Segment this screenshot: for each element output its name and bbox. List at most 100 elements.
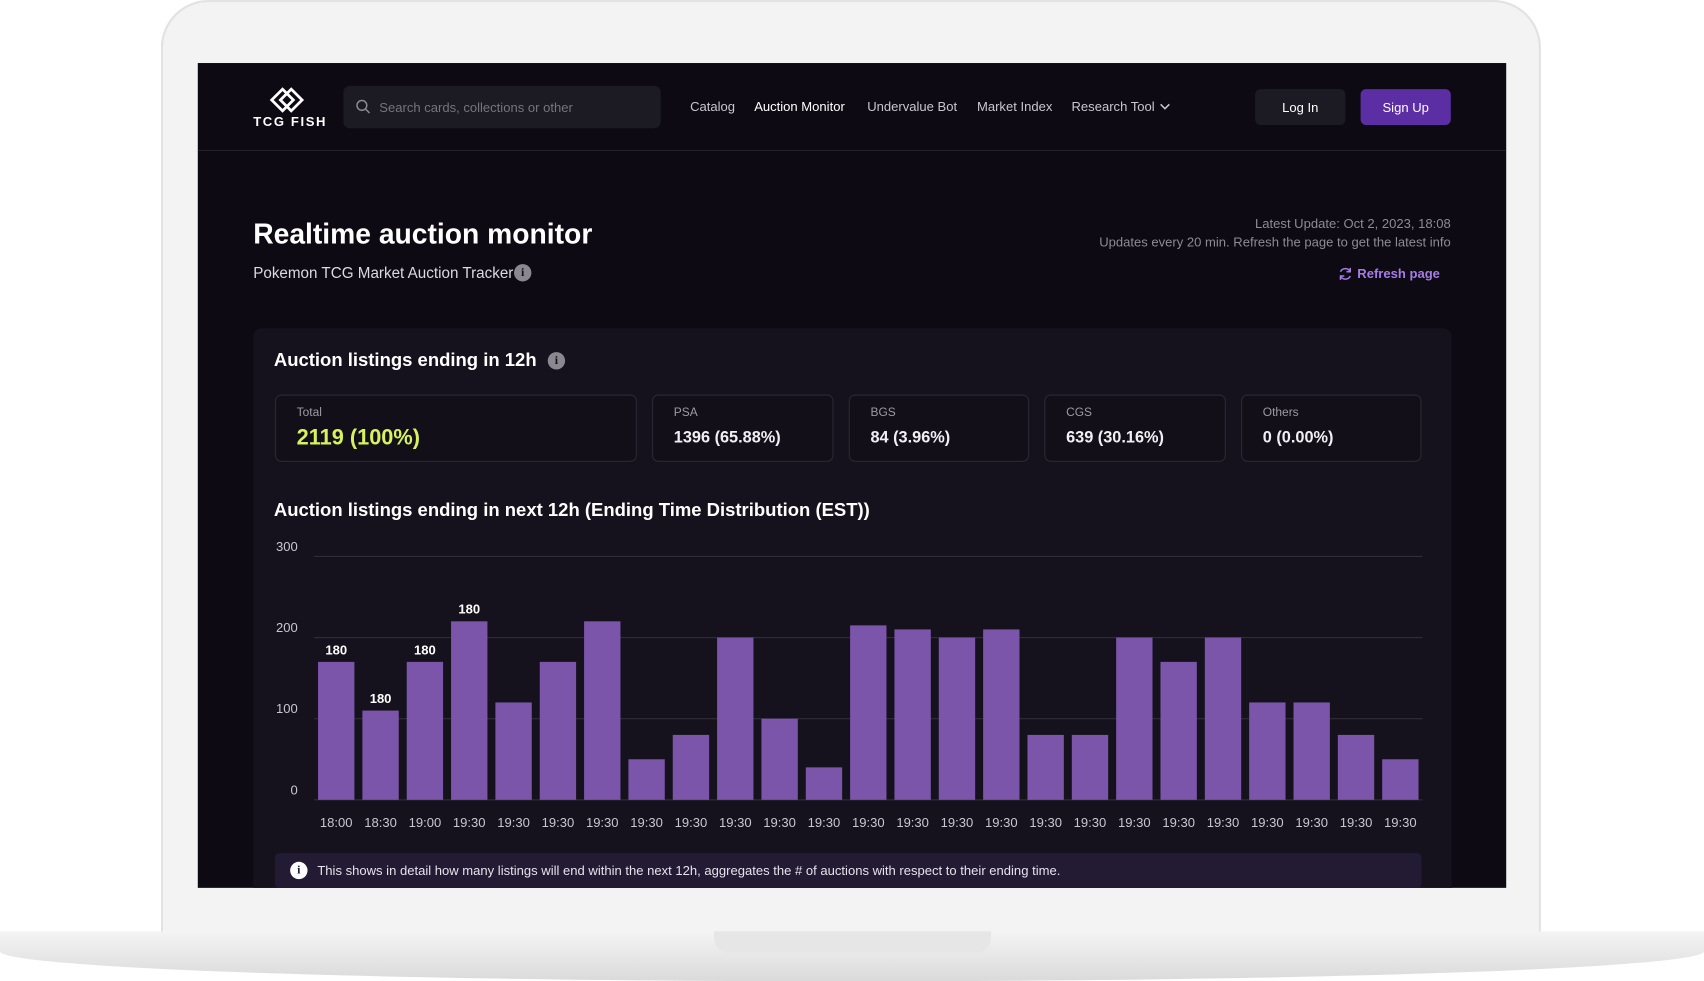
x-tick-label: 19:30 [719, 815, 752, 830]
x-tick-label: 19:30 [497, 815, 530, 830]
stat-label: BGS [870, 406, 896, 420]
nav-link[interactable]: Research Tool [1071, 98, 1155, 115]
x-tick-label: 19:30 [586, 815, 619, 830]
bar [717, 637, 754, 800]
search-box[interactable] [343, 85, 661, 129]
stat-label: CGS [1066, 406, 1092, 420]
stat-box: Others 0 (0.00%) [1241, 394, 1422, 462]
bar [362, 710, 399, 800]
bar [1249, 702, 1286, 800]
bar [761, 718, 798, 800]
update-note: Updates every 20 min. Refresh the page t… [1099, 234, 1451, 250]
x-tick-label: 19:30 [1074, 815, 1107, 830]
bar [1337, 734, 1375, 800]
bar [672, 734, 710, 800]
bar [451, 621, 488, 800]
y-tick-label: 300 [276, 539, 298, 554]
bar [495, 702, 532, 800]
bar [805, 767, 843, 800]
bar-label: 180 [370, 691, 392, 706]
x-tick-label: 19:30 [941, 815, 974, 830]
footnote-bar [274, 853, 1422, 888]
stat-label: PSA [673, 406, 698, 420]
x-tick-label: 19:30 [896, 815, 929, 830]
refresh-link[interactable]: Refresh page [1357, 266, 1440, 282]
bar-label: 180 [458, 602, 480, 617]
footnote: This shows in detail how many listings w… [317, 862, 1061, 879]
x-tick-label: 19:30 [1162, 815, 1195, 830]
x-tick-label: 19:30 [852, 815, 885, 830]
stat-value: 2119 (100%) [296, 425, 420, 450]
x-tick-label: 19:00 [409, 815, 442, 830]
stat-value: 0 (0.00%) [1262, 428, 1334, 447]
stat-label: Others [1262, 406, 1299, 420]
bar [1293, 702, 1330, 800]
card-title: Auction listings ending in 12h [273, 349, 537, 371]
nav-link[interactable]: Undervalue Bot [867, 98, 958, 115]
login-button[interactable]: Log In [1255, 89, 1346, 125]
x-tick-label: 18:30 [364, 815, 397, 830]
bar [850, 625, 887, 800]
bar [894, 629, 931, 800]
x-tick-label: 19:30 [542, 815, 575, 830]
stat-value: 1396 (65.88%) [673, 428, 781, 447]
logo-text[interactable]: TCG FISH [253, 114, 328, 130]
y-tick-label: 100 [276, 701, 298, 716]
x-tick-label: 19:30 [453, 815, 486, 830]
bar [1382, 759, 1419, 800]
nav-link[interactable]: Auction Monitor [754, 98, 845, 115]
bar [938, 637, 976, 800]
chart-title: Auction listings ending in next 12h (End… [273, 499, 870, 521]
stat-value: 639 (30.16%) [1066, 428, 1164, 447]
x-tick-label: 19:30 [675, 815, 708, 830]
info-icon[interactable]: i [547, 352, 566, 370]
info-icon: i [290, 861, 308, 880]
chevron[interactable] [1160, 102, 1171, 111]
x-tick-label: 19:30 [763, 815, 796, 830]
stat-label: Total [296, 406, 322, 420]
info-icon[interactable]: i [514, 264, 532, 282]
x-tick-label: 19:30 [1251, 815, 1284, 830]
stat-box: BGS 84 (3.96%) [848, 394, 1030, 462]
bar [318, 661, 355, 800]
nav-link[interactable]: Catalog [690, 98, 736, 115]
signup-button[interactable]: Sign Up [1360, 89, 1451, 125]
nav-divider [197, 149, 1507, 152]
x-tick-label: 18:00 [320, 815, 353, 830]
y-tick-label: 200 [276, 620, 298, 635]
search-placeholder[interactable]: Search cards, collections or other [379, 99, 573, 116]
x-tick-label: 19:30 [1029, 815, 1062, 830]
bar [1160, 661, 1197, 800]
screen: TCG FISH Search cards, collections or ot… [197, 63, 1507, 888]
bar [1027, 734, 1064, 800]
bar [584, 621, 621, 800]
bar-label: 180 [325, 642, 347, 657]
x-tick-label: 19:30 [985, 815, 1018, 830]
stat-box: PSA 1396 (65.88%) [652, 394, 834, 462]
bar [983, 629, 1020, 800]
bar-chart: 0 100 200 300 18:00 180 18:30 180 19:00 180 19:30 1… [276, 539, 1423, 830]
refresh-icon[interactable] [1338, 266, 1353, 281]
latest-update: Latest Update: Oct 2, 2023, 18:08 [1255, 216, 1451, 232]
x-tick-label: 19:30 [1118, 815, 1151, 830]
bar [539, 661, 577, 800]
app: TCG FISH Search cards, collections or ot… [197, 63, 1507, 888]
x-tick-label: 19:30 [630, 815, 663, 830]
bar [1116, 637, 1153, 800]
x-tick-label: 19:30 [808, 815, 841, 830]
x-tick-label: 19:30 [1295, 815, 1328, 830]
x-tick-label: 19:30 [1207, 815, 1240, 830]
bar [1071, 734, 1109, 800]
page-subtitle: Pokemon TCG Market Auction Tracker [253, 264, 514, 282]
stat-box: CGS 639 (30.16%) [1044, 394, 1226, 462]
bar [1204, 637, 1242, 800]
nav-link[interactable]: Market Index [976, 98, 1053, 115]
page-title: Realtime auction monitor [253, 217, 593, 250]
laptop-notch [713, 931, 992, 954]
logo-icon [269, 87, 305, 113]
y-tick-label: 0 [291, 782, 298, 797]
x-tick-label: 19:30 [1340, 815, 1373, 830]
search-icon [356, 99, 371, 114]
